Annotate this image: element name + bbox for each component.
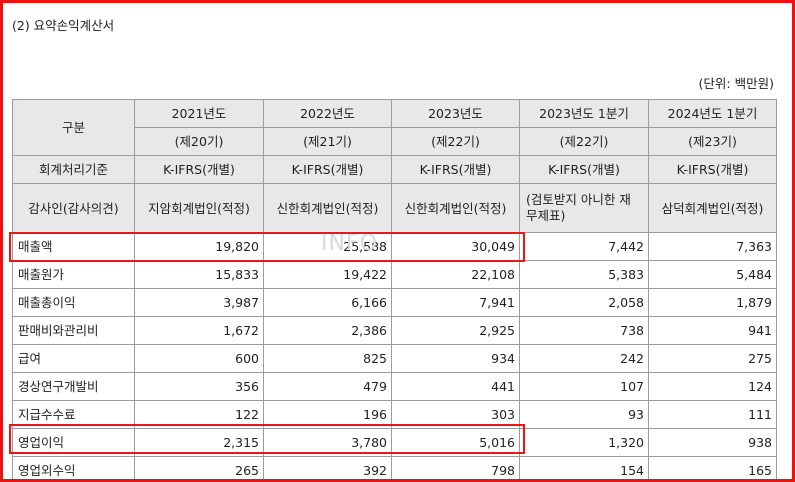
value-cell: 7,363: [648, 232, 777, 261]
auditor-cell: (검토받지 아니한 재무제표): [519, 183, 649, 233]
value-cell: 938: [648, 428, 777, 457]
value-cell: 738: [519, 316, 649, 345]
value-cell: 3,780: [263, 428, 392, 457]
value-cell: 25,588: [263, 232, 392, 261]
value-cell: 1,672: [134, 316, 264, 345]
value-cell: 19,820: [134, 232, 264, 261]
value-cell: 5,383: [519, 260, 649, 289]
header-row-term: (제20기) (제21기) (제22기) (제22기) (제23기): [13, 127, 777, 156]
value-cell: 107: [519, 372, 649, 401]
value-cell: 356: [134, 372, 264, 401]
auditor-cell: 지암회계법인(적정): [134, 183, 264, 233]
value-cell: 15,833: [134, 260, 264, 289]
value-cell: 5,484: [648, 260, 777, 289]
value-cell: 275: [648, 344, 777, 373]
year-header: 2023년도 1분기: [519, 99, 649, 128]
year-header: 2022년도: [263, 99, 392, 128]
value-cell: 303: [391, 400, 520, 429]
value-cell: 3,987: [134, 288, 264, 317]
value-cell: 2,058: [519, 288, 649, 317]
value-cell: 825: [263, 344, 392, 373]
table-row: 영업외수익 265 392 798 154 165: [12, 456, 777, 479]
term-header: (제23기): [648, 127, 777, 156]
term-header: (제20기): [134, 127, 264, 156]
value-cell: 2,925: [391, 316, 520, 345]
value-cell: 2,315: [134, 428, 264, 457]
value-cell: 6,166: [263, 288, 392, 317]
value-cell: 154: [519, 456, 649, 479]
year-header: 2021년도: [134, 99, 264, 128]
section-title: (2) 요약손익계산서: [12, 18, 115, 33]
value-cell: 93: [519, 400, 649, 429]
value-cell: 934: [391, 344, 520, 373]
row-label: 매출원가: [12, 260, 135, 289]
value-cell: 600: [134, 344, 264, 373]
value-cell: 7,442: [519, 232, 649, 261]
category-header: 구분: [12, 99, 135, 156]
unit-label: (단위: 백만원): [698, 76, 774, 91]
value-cell: 265: [134, 456, 264, 479]
standard-cell: K-IFRS(개별): [648, 155, 777, 184]
table-row: 판매비와관리비 1,672 2,386 2,925 738 941: [12, 316, 777, 345]
value-cell: 196: [263, 400, 392, 429]
value-cell: 30,049: [391, 232, 520, 261]
standard-cell: K-IFRS(개별): [263, 155, 392, 184]
table-row: 급여 600 825 934 242 275: [12, 344, 777, 373]
table-row: 영업이익 2,315 3,780 5,016 1,320 938: [12, 428, 777, 457]
value-cell: 479: [263, 372, 392, 401]
value-cell: 111: [648, 400, 777, 429]
row-label: 급여: [12, 344, 135, 373]
header-row-standard: 회계처리기준 K-IFRS(개별) K-IFRS(개별) K-IFRS(개별) …: [12, 155, 777, 184]
value-cell: 122: [134, 400, 264, 429]
value-cell: 22,108: [391, 260, 520, 289]
row-label: 매출총이익: [12, 288, 135, 317]
auditor-cell: 신한회계법인(적정): [391, 183, 520, 233]
value-cell: 7,941: [391, 288, 520, 317]
row-label: 영업이익: [12, 428, 135, 457]
value-cell: 242: [519, 344, 649, 373]
value-cell: 19,422: [263, 260, 392, 289]
table-row: 매출총이익 3,987 6,166 7,941 2,058 1,879: [12, 288, 777, 317]
row-label: 영업외수익: [12, 456, 135, 479]
standard-cell: K-IFRS(개별): [134, 155, 264, 184]
value-cell: 165: [648, 456, 777, 479]
value-cell: 392: [263, 456, 392, 479]
header-row-year: 구분 2021년도 2022년도 2023년도 2023년도 1분기 2024년…: [12, 99, 777, 156]
term-header: (제22기): [391, 127, 520, 156]
table-row: 경상연구개발비 356 479 441 107 124: [12, 372, 777, 401]
term-header: (제21기): [263, 127, 392, 156]
value-cell: 1,879: [648, 288, 777, 317]
value-cell: 5,016: [391, 428, 520, 457]
year-header: 2024년도 1분기: [648, 99, 777, 128]
auditor-label: 감사인(감사의견): [12, 183, 135, 233]
value-cell: 1,320: [519, 428, 649, 457]
term-header: (제22기): [519, 127, 649, 156]
auditor-cell: 삼덕회계법인(적정): [648, 183, 777, 233]
year-header: 2023년도: [391, 99, 520, 128]
auditor-cell: 신한회계법인(적정): [263, 183, 392, 233]
row-label: 매출액: [12, 232, 135, 261]
row-label: 지급수수료: [12, 400, 135, 429]
table-row: 매출액 19,820 25,588 30,049 7,442 7,363: [12, 232, 777, 261]
table-row: 매출원가 15,833 19,422 22,108 5,383 5,484: [12, 260, 777, 289]
value-cell: 798: [391, 456, 520, 479]
standard-label: 회계처리기준: [12, 155, 135, 184]
value-cell: 941: [648, 316, 777, 345]
standard-cell: K-IFRS(개별): [391, 155, 520, 184]
standard-cell: K-IFRS(개별): [519, 155, 649, 184]
value-cell: 124: [648, 372, 777, 401]
row-label: 경상연구개발비: [12, 372, 135, 401]
row-label: 판매비와관리비: [12, 316, 135, 345]
value-cell: 441: [391, 372, 520, 401]
income-statement-table: 구분 2021년도 2022년도 2023년도 2023년도 1분기 2024년…: [12, 99, 777, 479]
table-row: 지급수수료 122 196 303 93 111: [12, 400, 777, 429]
header-row-auditor: 감사인(감사의견) 지암회계법인(적정) 신한회계법인(적정) 신한회계법인(적…: [12, 183, 777, 233]
value-cell: 2,386: [263, 316, 392, 345]
